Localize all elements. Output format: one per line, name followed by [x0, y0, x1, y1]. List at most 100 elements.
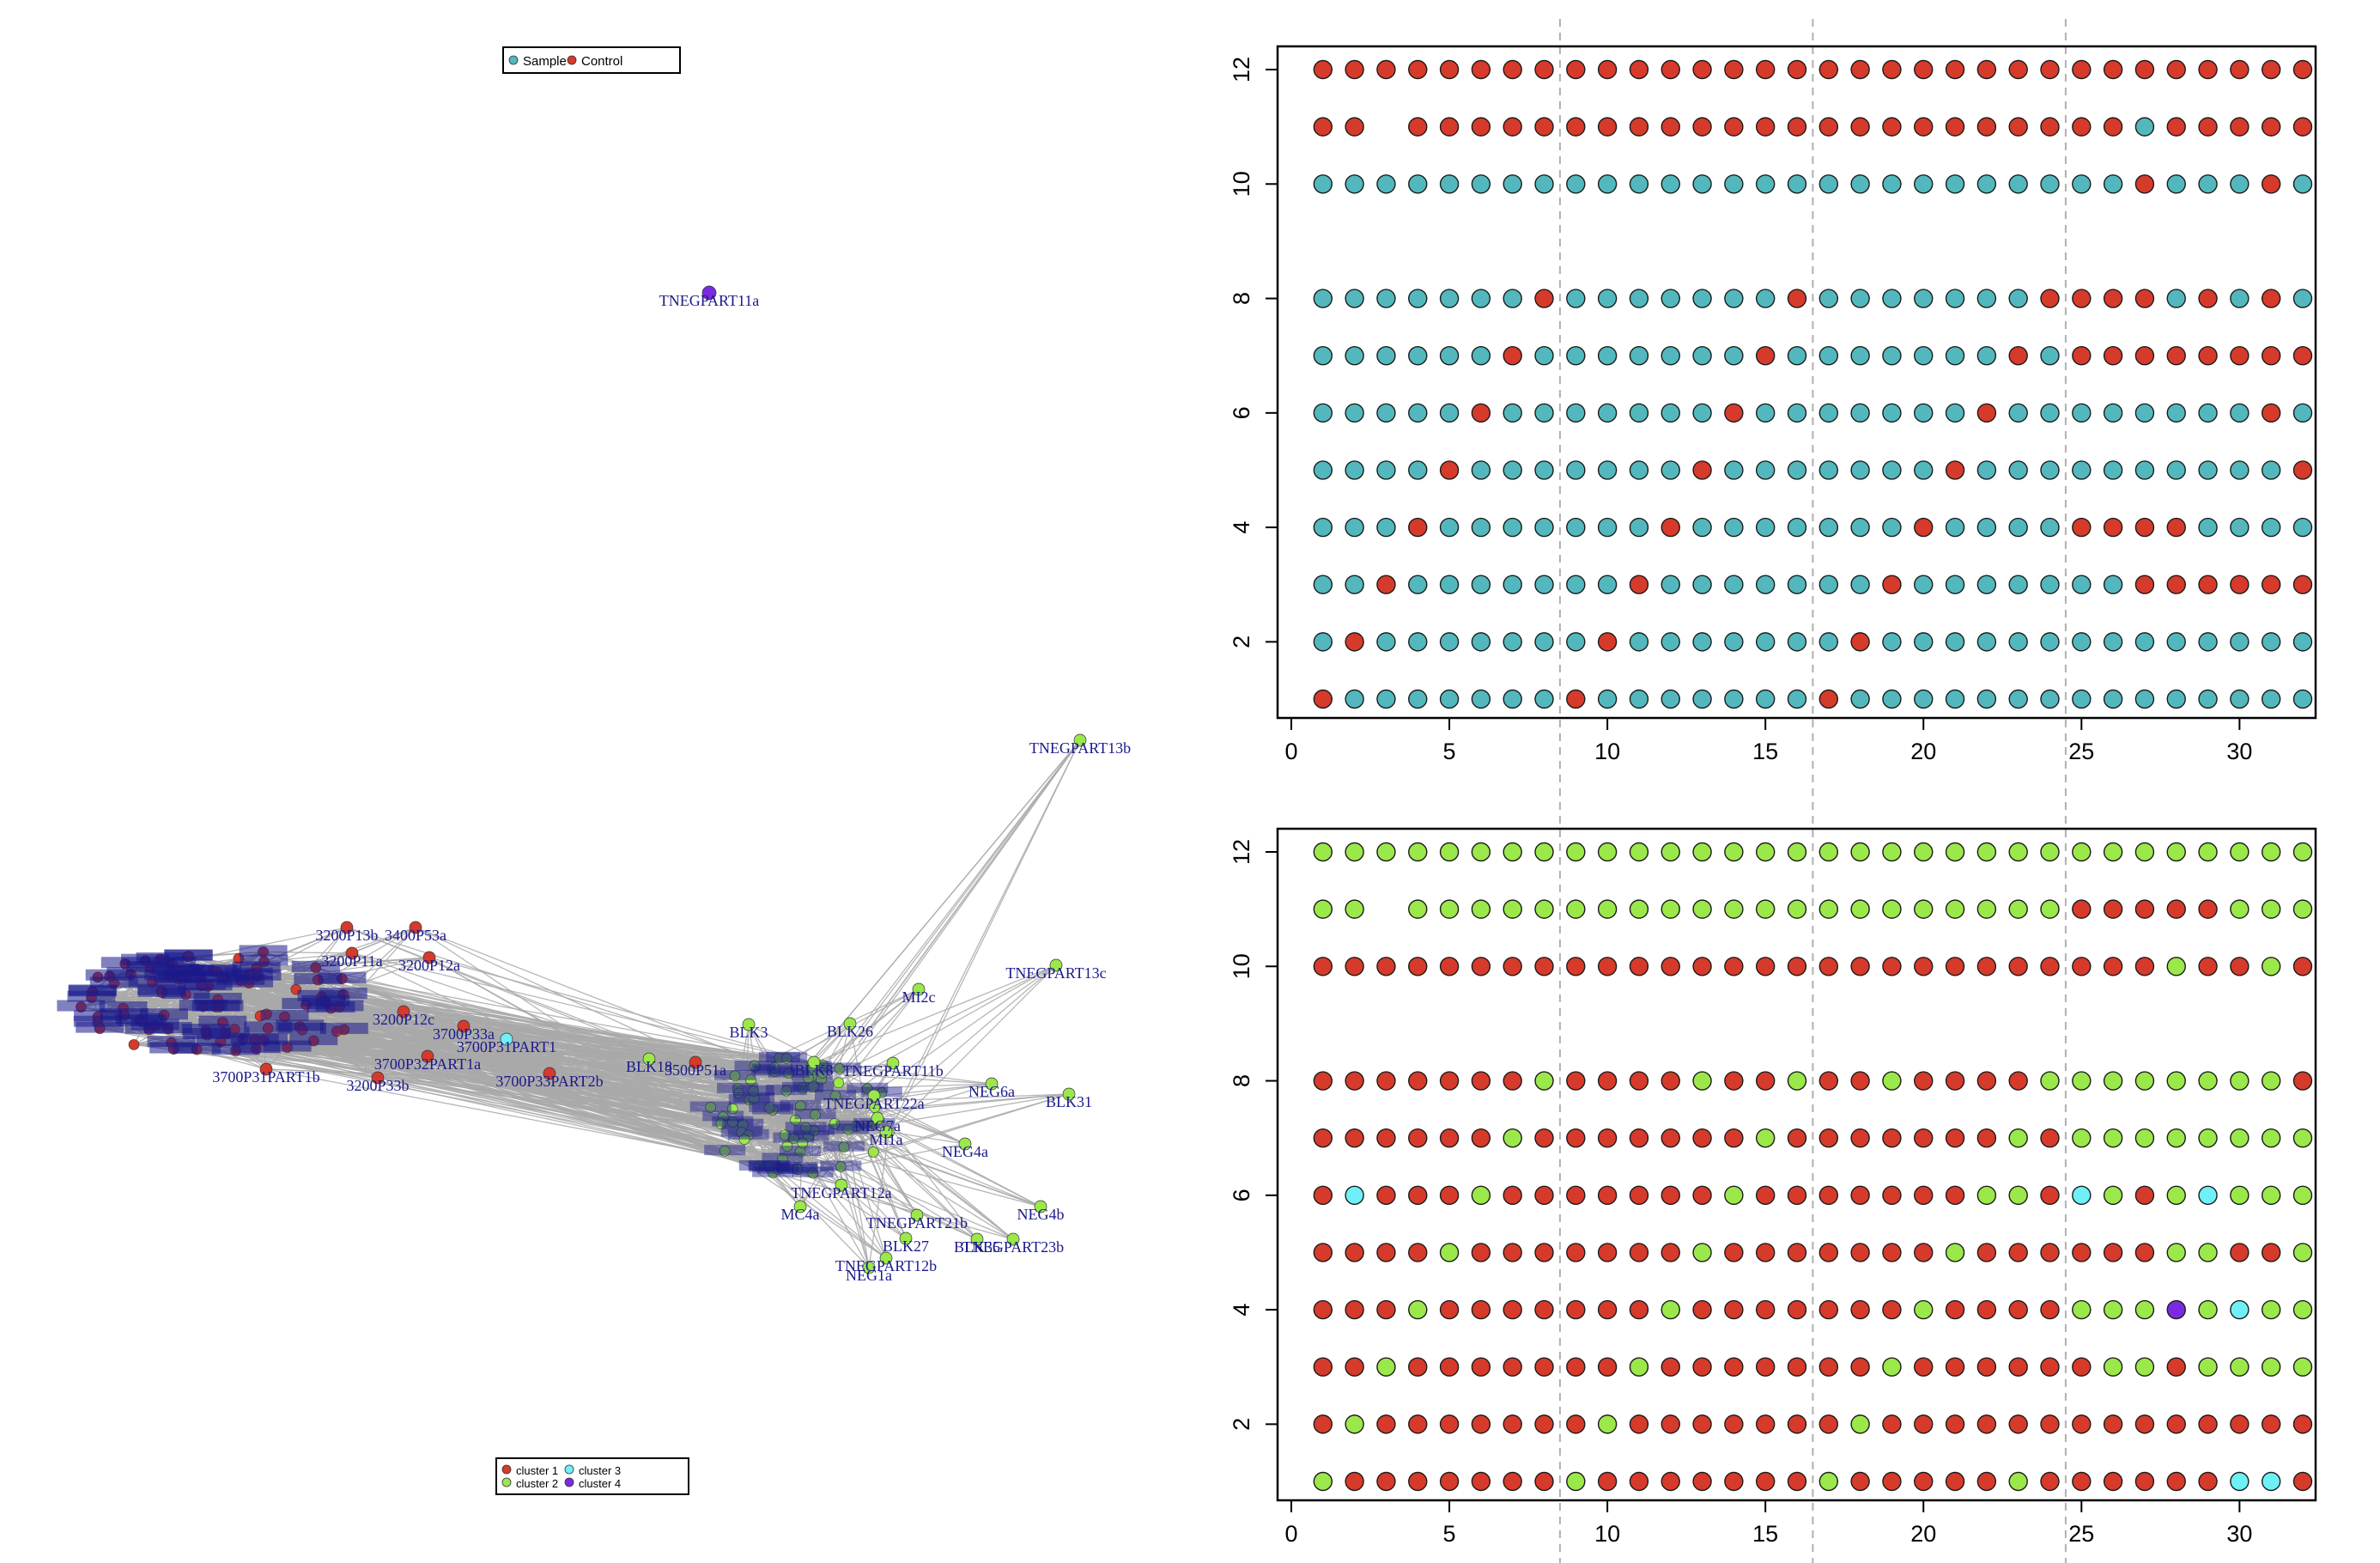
- network-edge: [710, 1088, 738, 1108]
- network-node: [790, 1114, 801, 1126]
- point-sample: [2072, 174, 2092, 194]
- point-cluster-2: [1503, 899, 1522, 919]
- point-sample: [1534, 403, 1554, 423]
- point-control: [1345, 59, 1364, 80]
- point-cluster-1: [1661, 1471, 1680, 1492]
- point-sample: [1692, 174, 1712, 194]
- point-sample: [1597, 289, 1618, 308]
- network-node-label: NEG1a: [846, 1267, 892, 1284]
- point-cluster-2: [1534, 899, 1554, 919]
- point-cluster-1: [1345, 1299, 1364, 1320]
- network-node: [642, 1052, 656, 1066]
- point-cluster-1: [2166, 1414, 2186, 1434]
- overlapping-label-mass: [775, 1161, 817, 1172]
- network-node-label: BLK27: [883, 1238, 929, 1255]
- point-cluster-1: [1597, 1299, 1618, 1320]
- overlapping-label-mass: [738, 1160, 780, 1171]
- point-cluster-1: [1945, 1071, 1965, 1091]
- point-control: [2230, 575, 2249, 594]
- point-cluster-2: [1692, 899, 1712, 919]
- point-cluster-2: [2134, 1299, 2155, 1320]
- network-node-label: NEG7a: [854, 1117, 901, 1134]
- x-tick-label: 0: [1284, 739, 1297, 764]
- network-edge: [872, 1152, 907, 1239]
- point-cluster-1: [2008, 957, 2028, 976]
- point-control: [1945, 117, 1965, 137]
- point-cluster-1: [1376, 1185, 1396, 1206]
- point-cluster-1: [2166, 899, 2186, 919]
- point-cluster-1: [1534, 1243, 1554, 1262]
- point-cluster-1: [1629, 1471, 1649, 1492]
- point-control: [2103, 289, 2123, 308]
- point-cluster-1: [1976, 1299, 1997, 1320]
- point-cluster-1: [1755, 1471, 1776, 1492]
- network-edge: [774, 1067, 887, 1133]
- legend-cluster4-marker: [564, 1477, 574, 1487]
- point-cluster-1: [1313, 957, 1333, 976]
- point-sample: [1661, 575, 1680, 594]
- point-cluster-1: [2008, 1414, 2028, 1434]
- network-node: [793, 1200, 807, 1213]
- point-control: [1850, 59, 1870, 80]
- x-tick-label: 0: [1284, 1521, 1297, 1547]
- point-sample: [1724, 289, 1744, 308]
- point-cluster-1: [1629, 1071, 1649, 1091]
- network-edge: [415, 927, 775, 1069]
- point-cluster-2: [2103, 842, 2123, 862]
- x-tick-label: 20: [1910, 1521, 1936, 1547]
- point-cluster-1: [1439, 1071, 1460, 1091]
- network-edge: [748, 1024, 841, 1167]
- point-cluster-2: [2198, 1128, 2218, 1148]
- point-cluster-1: [1818, 1128, 1839, 1148]
- point-control: [1408, 517, 1428, 538]
- point-sample: [2040, 632, 2060, 652]
- point-cluster-1: [1850, 957, 1870, 976]
- point-cluster-1: [1503, 1185, 1522, 1206]
- network-node: [1034, 1200, 1047, 1213]
- point-cluster-1: [1408, 1128, 1428, 1148]
- point-control: [2198, 345, 2218, 366]
- network-edge: [840, 1165, 907, 1239]
- point-control: [1629, 575, 1649, 594]
- point-cluster-2: [1818, 899, 1839, 919]
- overlapping-label-mass: [165, 949, 214, 961]
- point-cluster-1: [1471, 1414, 1491, 1434]
- network-edge: [901, 739, 1081, 1100]
- overlapping-label-mass: [67, 990, 116, 1002]
- point-cluster-2: [2292, 1243, 2313, 1262]
- x-tick-label: 10: [1594, 739, 1620, 764]
- network-node: [500, 1032, 513, 1046]
- point-control: [1566, 689, 1586, 709]
- point-sample: [1629, 289, 1649, 308]
- point-sample: [1408, 575, 1428, 594]
- point-sample: [1914, 174, 1934, 194]
- point-sample: [1818, 575, 1839, 594]
- network-edge: [185, 994, 696, 1063]
- network-edge: [549, 1073, 857, 1128]
- point-control: [1787, 59, 1807, 80]
- network-node: [1062, 1087, 1076, 1101]
- point-sample: [1439, 289, 1460, 308]
- network-panel: TNEGPART11a TNEGPART13b TNEGPART13c MI2c BLK…: [57, 46, 1131, 1495]
- point-control: [2134, 517, 2155, 538]
- y-tick-label: 8: [1229, 1074, 1254, 1087]
- legend-top: Sample Control: [502, 46, 681, 74]
- point-sample: [1439, 517, 1460, 538]
- network-node: [803, 1072, 814, 1084]
- point-sample: [1818, 403, 1839, 423]
- point-sample: [2008, 575, 2028, 594]
- point-cluster-1: [1597, 1128, 1618, 1148]
- point-cluster-2: [2198, 1357, 2218, 1377]
- point-cluster-2: [1914, 842, 1934, 862]
- point-control: [2166, 345, 2186, 366]
- point-cluster-1: [1408, 1471, 1428, 1492]
- point-sample: [1313, 517, 1333, 538]
- point-sample: [1787, 689, 1807, 709]
- point-cluster-1: [1597, 1185, 1618, 1206]
- network-node: [985, 1077, 999, 1091]
- point-sample: [2008, 632, 2028, 652]
- point-cluster-1: [1408, 1357, 1428, 1377]
- point-cluster-2: [2103, 1185, 2123, 1206]
- point-cluster-2: [2166, 1243, 2186, 1262]
- point-control: [2008, 117, 2028, 137]
